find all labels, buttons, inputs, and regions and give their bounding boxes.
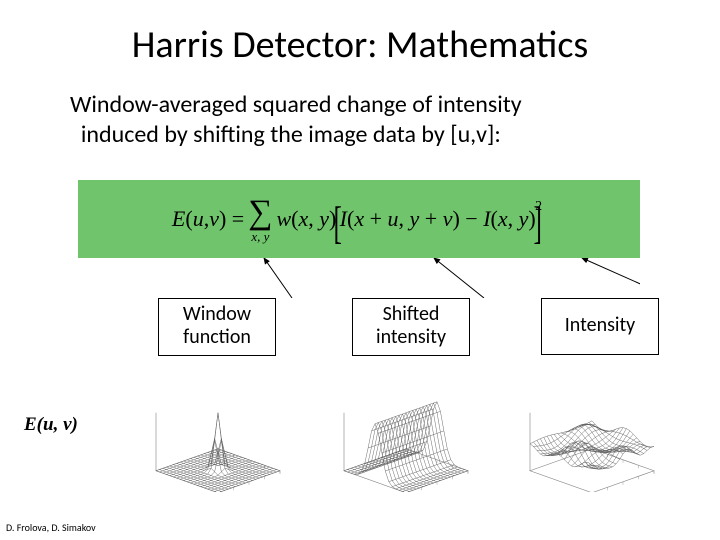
subtitle: Window-averaged squared change of intens… [70,90,670,150]
subtitle-line1: Window-averaged squared change of intens… [70,90,522,119]
surface-plot-1 [130,374,306,492]
label-window-function: Windowfunction [158,298,276,356]
label-intensity: Intensity [541,298,659,355]
surface-plot-2 [318,374,494,492]
label-shifted-intensity: Shiftedintensity [352,298,470,356]
page-title: Harris Detector: Mathematics [0,22,720,68]
axis-label: E(u, v) [24,414,78,436]
annotation-arrows [78,258,640,298]
subtitle-line2: induced by shifting the image data by [u… [81,120,501,149]
credit: D. Frolova, D. Simakov [6,521,96,534]
surface-plot-3 [504,374,680,492]
formula: E(u,v) = ∑x, y w(x, y) [ I(x + u, y + v)… [78,180,640,258]
